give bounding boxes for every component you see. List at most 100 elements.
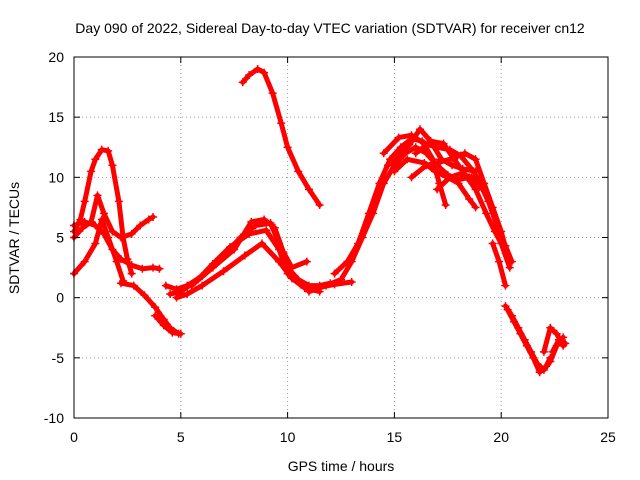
data-point [114,197,123,206]
data-point [539,347,548,356]
axis-ticks: 0 5 10 15 20 25 -10 -5 0 5 10 15 20 [44,49,616,445]
data-point [535,368,544,377]
data-point [155,264,164,273]
data-point [315,201,324,210]
series-arc-f [152,313,184,337]
data-point [183,290,192,299]
data-point [275,257,284,266]
data-point [149,263,158,272]
data-point [279,247,288,256]
y-tick-label: 5 [56,230,64,246]
data-point [492,221,501,230]
series-layer [70,65,570,377]
data-point [407,131,416,140]
data-point [522,341,531,350]
data-point [546,353,555,362]
data-point [127,229,136,238]
data-point [405,140,414,149]
data-point [450,155,459,164]
data-point [322,281,331,290]
data-point [337,275,345,284]
data-point [97,215,106,224]
data-point [426,137,435,146]
data-point [245,71,254,80]
data-point [471,155,480,164]
data-point [176,329,185,338]
data-point [260,215,269,224]
data-point [422,161,431,170]
data-point [471,185,480,194]
data-point [375,179,384,188]
data-point [488,239,497,248]
y-tick-label: 20 [48,49,64,65]
data-point [161,281,170,290]
data-point [456,169,465,178]
data-point [253,65,262,74]
data-point [87,167,96,176]
data-point [149,213,158,222]
data-point [116,233,125,242]
data-point [482,209,491,218]
data-point [501,241,510,250]
data-point [127,269,136,278]
data-point [136,221,145,230]
data-point [495,257,504,266]
data-point [80,217,89,226]
data-point [80,257,89,266]
grid [74,57,608,418]
x-tick-label: 10 [280,429,296,445]
data-point [510,317,519,326]
y-axis-label: SDTVAR / TECUs [6,182,22,294]
data-point [430,167,439,176]
data-point [238,78,247,87]
data-point [151,311,160,320]
data-point [454,179,463,188]
data-point [287,274,296,283]
data-point [503,305,512,314]
data-point [330,269,339,278]
data-point [104,233,113,242]
data-point [140,291,149,300]
x-tick-label: 15 [387,429,403,445]
data-point [138,264,147,273]
data-point [561,339,570,348]
data-point [548,347,557,356]
data-point [294,167,303,176]
data-point [283,143,292,152]
y-tick-label: 15 [48,109,64,125]
data-point [270,223,279,232]
data-point [471,203,480,212]
data-point [460,149,469,158]
x-tick-label: 5 [177,429,185,445]
data-point [467,173,476,182]
data-point [240,251,249,260]
data-point [484,197,493,206]
data-point [433,158,442,167]
data-point [416,125,425,134]
x-axis-label: GPS time / hours [288,458,395,474]
data-point [347,278,356,287]
x-tick-label: 0 [70,429,78,445]
series-arc-k [240,66,323,208]
y-tick-label: -5 [52,350,65,366]
data-point [441,201,450,210]
data-point [99,209,108,218]
data-point [390,167,399,176]
data-point [343,257,352,266]
chart-title: Day 090 of 2022, Sidereal Day-to-day VTE… [75,20,585,36]
data-point [411,149,420,158]
x-tick-label: 25 [600,429,616,445]
data-point [433,185,442,194]
series-arc-i [174,241,323,301]
data-point [80,197,89,206]
data-point [383,161,392,170]
data-point [304,185,313,194]
data-point [394,149,403,158]
data-point [287,263,296,272]
data-point [554,335,563,344]
data-point [403,155,412,164]
data-point [151,303,160,312]
data-point [501,281,510,290]
data-point [104,146,113,155]
series-arc-v [505,307,553,375]
